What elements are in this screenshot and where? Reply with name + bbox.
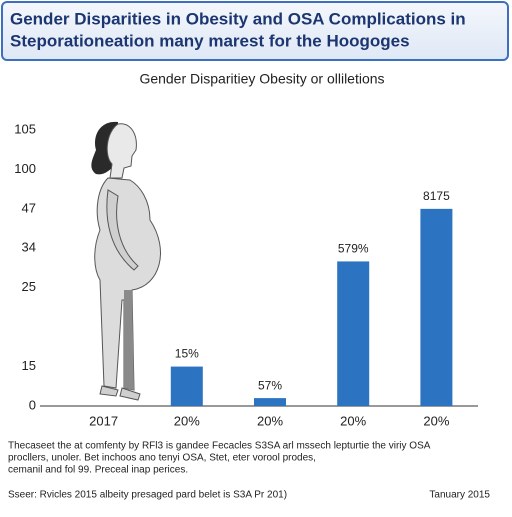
y-tick-label: 15 [22, 358, 36, 373]
header-title: Steporationeation many marest for the Ho… [10, 31, 410, 50]
header-box [1, 1, 509, 61]
y-tick-label: 100 [14, 161, 36, 176]
bar [170, 366, 203, 406]
bar [254, 398, 286, 406]
bar-annotation: 15% [175, 347, 199, 361]
y-tick-label: 47 [22, 200, 36, 215]
y-tick-label: 105 [14, 121, 36, 136]
bar [420, 208, 453, 406]
woman-illustration [91, 121, 161, 401]
x-tick-label: 20% [257, 413, 283, 428]
footer-note: cemanil and fol 99. Preceal inap perices… [8, 465, 188, 476]
y-tick-label: 0 [29, 397, 36, 412]
footer-date: Tanuary 2015 [429, 490, 490, 501]
y-tick-label: 25 [22, 279, 36, 294]
bar-annotation: 8175 [423, 189, 450, 203]
x-tick-label: 2017 [89, 413, 118, 428]
header-title: Gender Disparities in Obesity and OSA Co… [10, 9, 466, 28]
x-tick-label: 20% [340, 413, 366, 428]
footer-note: procllers, unoler. Bet inchoos ano tenyi… [8, 453, 316, 464]
bar-annotation: 57% [258, 378, 282, 392]
footer-note: Thecaseet the at comfenty by RFl3 is gan… [8, 441, 431, 452]
chart-title: Gender Disparitiey Obesity or olliletion… [139, 71, 384, 87]
x-tick-label: 20% [423, 413, 449, 428]
x-tick-label: 20% [174, 413, 200, 428]
y-tick-label: 34 [22, 240, 36, 255]
bar [337, 261, 370, 406]
footer-source: Sseer: Rvicles 2015 albeity presaged par… [8, 490, 287, 501]
bar-annotation: 579% [338, 242, 369, 256]
